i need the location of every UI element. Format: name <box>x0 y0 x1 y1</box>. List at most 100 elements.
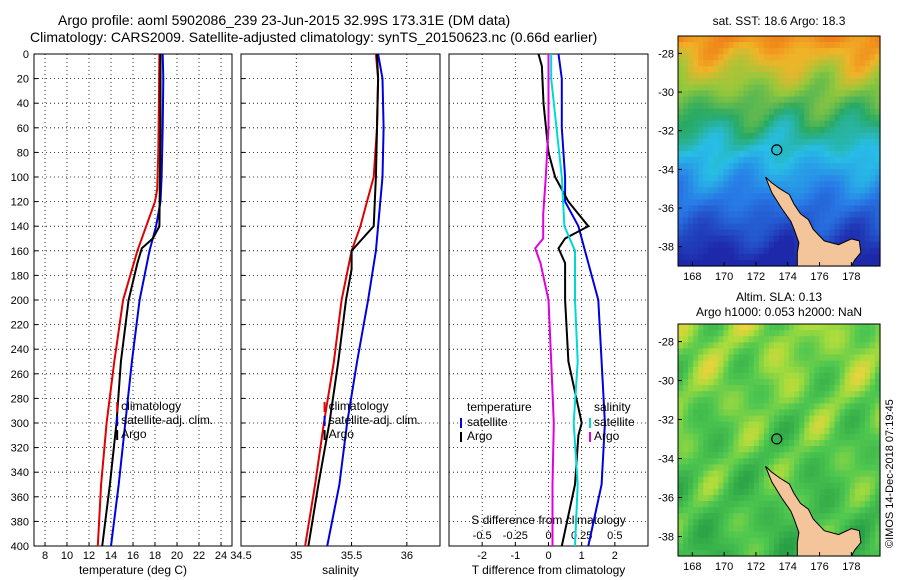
sla-map-cell <box>708 452 714 459</box>
sst-map-cell <box>698 132 704 140</box>
sla-map-cell <box>834 415 841 423</box>
sla-map-cell <box>829 421 836 429</box>
sst-map-cell <box>703 60 709 67</box>
sst-map-cell <box>763 169 770 176</box>
sla-map-cell <box>683 336 689 343</box>
sla-map-cell <box>753 537 760 545</box>
sst-map-cell <box>819 66 826 73</box>
sla-map-cell <box>854 342 861 350</box>
sla-map-cell <box>743 507 750 514</box>
sst-map-cell <box>804 138 810 146</box>
sst-map-cell <box>854 114 861 122</box>
sst-map-cell <box>723 126 730 134</box>
sst-map-cell <box>748 205 755 213</box>
sst-map-cell <box>688 54 694 61</box>
depth-tick-label: 400 <box>11 541 29 553</box>
sla-map-cell <box>773 409 780 417</box>
sla-map-cell <box>753 531 760 539</box>
sla-map-cell <box>708 513 714 520</box>
sst-map-cell <box>683 193 689 201</box>
sla-map-cell <box>834 397 841 404</box>
sst-map-cell <box>678 223 684 231</box>
sla-map-cell <box>804 433 810 441</box>
sla-map-cell <box>683 427 689 435</box>
sst-map-cell <box>723 259 730 267</box>
sst-map-cell <box>683 205 689 213</box>
sst-map-cell <box>753 96 760 104</box>
sst-map-cell <box>844 108 851 116</box>
sst-map-cell <box>693 138 699 146</box>
sla-map-cell <box>768 427 775 435</box>
sst-map-cell <box>728 144 735 152</box>
sla-map-cell <box>854 470 861 478</box>
sla-map-cell <box>713 366 719 374</box>
sla-map-cell <box>683 494 689 502</box>
sst-map-cell <box>698 175 704 182</box>
sla-map-cell <box>849 330 856 337</box>
x-tick-label: 22 <box>193 550 205 562</box>
sst-map-cell <box>718 253 725 261</box>
sla-map-cell <box>804 324 810 331</box>
sst-map-cell <box>738 235 745 243</box>
sst-map-cell <box>789 229 795 237</box>
sst-map-cell <box>678 181 684 188</box>
sla-map-cell <box>723 519 730 527</box>
sst-map-cell <box>784 60 790 67</box>
sla-map-cell <box>809 421 815 429</box>
sla-map-cell <box>693 476 699 484</box>
sla-map-cell <box>763 549 770 557</box>
sla-map-cell <box>708 372 714 380</box>
sst-map-cell <box>728 138 735 146</box>
sst-map-cell <box>733 157 740 164</box>
sst-map-cell <box>768 169 775 176</box>
sla-map-cell <box>789 452 795 459</box>
sst-map-cell <box>738 205 745 213</box>
sst-map-cell <box>723 253 730 261</box>
sla-map-cell <box>728 531 735 539</box>
sst-map-cell <box>693 235 699 243</box>
sst-map-cell <box>799 84 805 92</box>
sla-map-cell <box>718 531 725 539</box>
sla-map-cell <box>779 391 785 398</box>
sla-map-cell <box>703 452 709 459</box>
sla-map-cell <box>854 378 861 386</box>
sla-map-cell <box>824 476 831 484</box>
sla-map-cell <box>794 464 800 472</box>
sst-map-cell <box>834 78 841 86</box>
sst-map-cell <box>834 108 841 116</box>
sla-map-cell <box>814 385 820 392</box>
sla-map-cell <box>789 421 795 429</box>
sst-map-cell <box>678 102 684 110</box>
sst-map-cell <box>758 205 765 213</box>
sla-map-cell <box>773 543 780 551</box>
sla-map-cell <box>869 513 876 520</box>
sla-map-cell <box>859 543 866 551</box>
sla-map-cell <box>758 366 765 374</box>
sst-map-cell <box>799 199 805 207</box>
sst-map-cell <box>733 90 740 98</box>
sla-map-cell <box>683 446 689 453</box>
sla-map-cell <box>854 452 861 459</box>
sla-map-cell <box>693 324 699 331</box>
sla-map-cell <box>708 360 714 368</box>
sla-map-cell <box>784 476 790 484</box>
sla-map-cell <box>753 513 760 520</box>
sst-map-cell <box>723 102 730 110</box>
sla-map-cell <box>839 366 846 374</box>
sla-map-cell <box>804 421 810 429</box>
sla-map-cell <box>834 391 841 398</box>
sla-map-cell <box>743 385 750 392</box>
sst-map-cell <box>829 151 836 158</box>
sst-map-cell <box>784 132 790 140</box>
sla-map-cell <box>809 427 815 435</box>
sla-map-cell <box>869 507 876 514</box>
sst-map-cell <box>693 42 699 49</box>
sst-map-cell <box>814 175 820 182</box>
sst-map-cell <box>824 66 831 73</box>
sla-map-cell <box>743 372 750 380</box>
sst-map-cell <box>814 66 820 73</box>
sla-map-cell <box>678 513 684 520</box>
sst-map-cell <box>819 90 826 98</box>
sst-map-cell <box>819 48 826 55</box>
sla-map-cell <box>814 446 820 453</box>
